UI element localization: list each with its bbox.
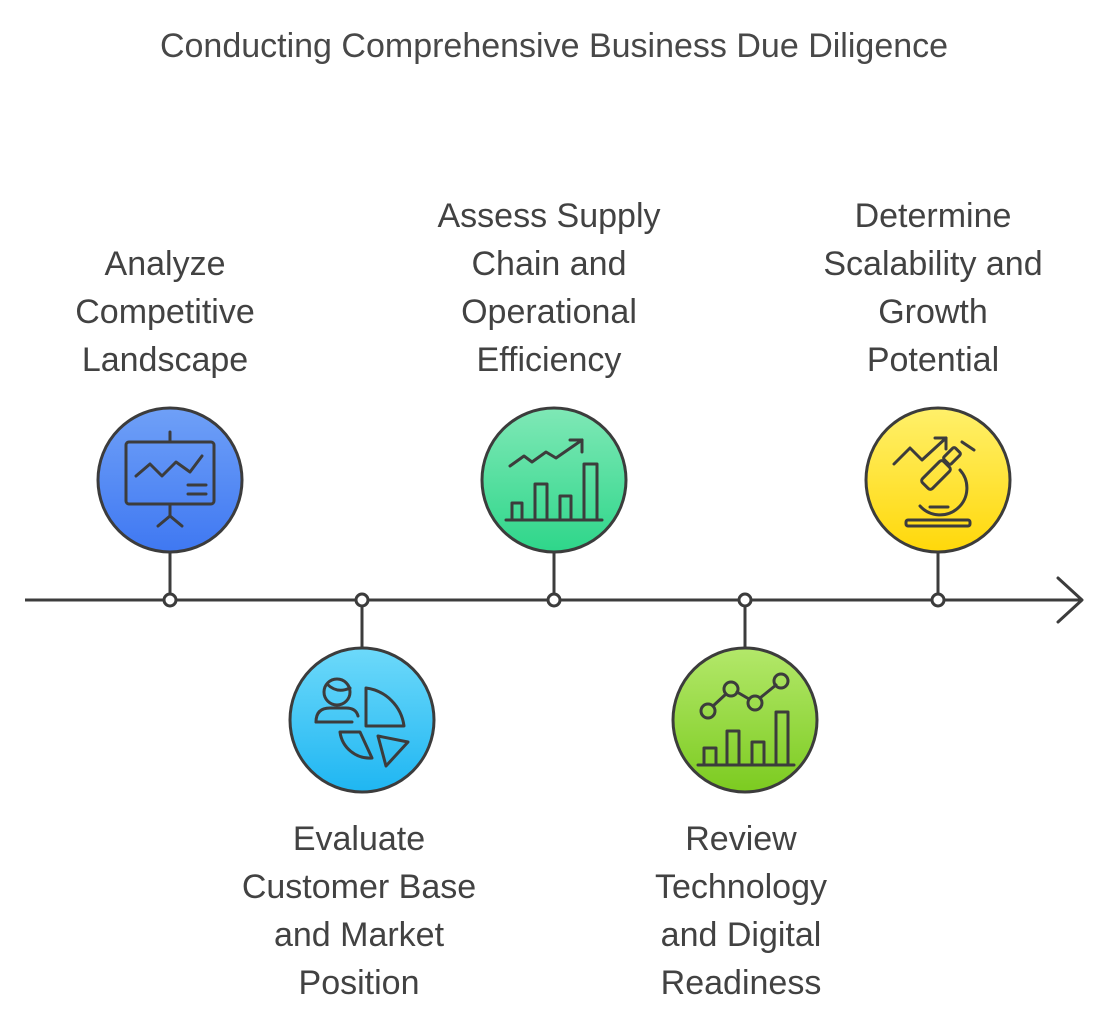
timeline-arrowhead [1056, 576, 1084, 624]
line-bar-chart-icon [696, 672, 796, 767]
step-4-marker [737, 592, 753, 608]
step-2-label-line: Customer Base [241, 868, 477, 906]
step-2-label: Evaluate Customer Base and Market Positi… [209, 815, 509, 1007]
presentation-chart-icon [124, 430, 216, 528]
step-2-label-line: Evaluate [292, 820, 426, 858]
step-1-label-line: Landscape [81, 341, 249, 379]
step-2-label-line: Position [298, 964, 420, 1002]
step-1-marker [162, 592, 178, 608]
customer-pie-chart-icon [314, 677, 410, 768]
step-1-node [96, 406, 244, 554]
step-2-label-line: and Market [273, 916, 445, 954]
step-4-label-line: Technology [654, 868, 827, 906]
step-4-label-line: and Digital [660, 916, 822, 954]
step-3-label-line: Operational [461, 293, 637, 331]
step-1-label-line: Analyze [104, 245, 226, 283]
diagram-title: Conducting Comprehensive Business Due Di… [159, 27, 949, 65]
microscope-growth-icon [892, 436, 976, 528]
step-2-node [288, 646, 436, 794]
step-1-label: Analyze Competitive Landscape [15, 240, 315, 384]
step-3-node [480, 406, 628, 554]
step-3-label-line: Assess Supply [437, 197, 661, 235]
step-4-node [671, 646, 819, 794]
step-5-marker [930, 592, 946, 608]
step-4-label: Review Technology and Digital Readiness [591, 815, 891, 1007]
step-5-label-line: Potential [866, 341, 1000, 379]
step-3-marker [546, 592, 562, 608]
step-5-label-line: Growth [878, 293, 988, 331]
step-4-label-line: Readiness [660, 964, 822, 1002]
step-5-label-line: Scalability and [823, 245, 1043, 283]
step-3-label-line: Efficiency [476, 341, 622, 379]
step-5-node [864, 406, 1012, 554]
step-5-label: Determine Scalability and Growth Potenti… [783, 192, 1083, 384]
step-5-label-line: Determine [854, 197, 1012, 235]
growth-bar-chart-icon [504, 438, 604, 522]
step-4-label-line: Review [685, 820, 797, 858]
step-3-label: Assess Supply Chain and Operational Effi… [399, 192, 699, 384]
step-2-marker [354, 592, 370, 608]
step-3-label-line: Chain and [471, 245, 627, 283]
step-1-label-line: Competitive [75, 293, 255, 331]
